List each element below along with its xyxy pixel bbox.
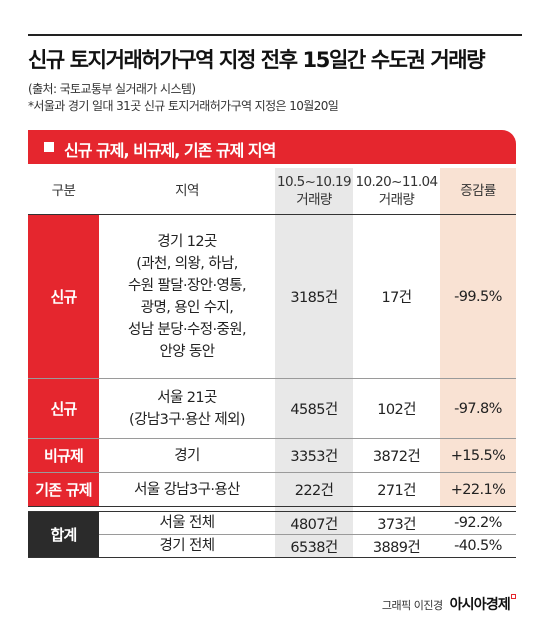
change-rate-cell: -97.8% (454, 400, 502, 417)
header-region: 지역 (175, 183, 199, 199)
publisher-logo: 아시아경제 (449, 597, 511, 613)
region-line: 서울 21곳 (157, 389, 217, 406)
row-divider (28, 472, 516, 473)
banner-title: 신규 규제, 비규제, 기존 규제 지역 (64, 141, 276, 160)
top-rule (28, 34, 522, 36)
region-line: (과천, 의왕, 하남, (136, 255, 238, 272)
region-line: 경기 12곳 (157, 233, 217, 250)
total-region-cell: 경기 전체 (159, 538, 216, 554)
total-top-rule (28, 511, 516, 512)
table-bottom-rule (28, 506, 516, 507)
total-region-cell: 서울 전체 (159, 515, 216, 531)
before-volume-cell: 4585건 (290, 402, 338, 418)
header-before-period: 10.5~10.19 (276, 174, 352, 190)
total-category-cell: 합계 (28, 512, 99, 557)
after-volume-cell: 3872건 (372, 449, 421, 465)
before-volume-cell: 222건 (294, 483, 334, 499)
region-line: 성남 분당·수정·중원, (128, 321, 247, 338)
change-rate-cell: -99.5% (454, 288, 502, 305)
graphic-byline: 그래픽 이진경 (381, 599, 443, 612)
category-cell: 기존 규제 (28, 473, 99, 506)
total-after-volume-cell: 373건 (377, 516, 416, 533)
category-cell: 신규 (28, 379, 99, 438)
category-cell: 신규 (28, 215, 99, 378)
header-after-label: 거래량 (378, 192, 415, 208)
credit: 그래픽 이진경 아시아경제 (382, 594, 516, 614)
row-divider (28, 378, 516, 379)
header-after: 10.20~11.04 거래량 (353, 168, 440, 214)
total-bottom-rule (28, 557, 516, 558)
total-before-volume-cell: 6538건 (290, 539, 338, 556)
logo-mark-icon (511, 594, 516, 599)
page-title: 신규 토지거래허가구역 지정 전후 15일간 수도권 거래량 (28, 48, 486, 72)
header-before: 10.5~10.19 거래량 (275, 168, 353, 214)
footnote: *서울과 경기 일대 31곳 신규 토지거래허가구역 지정은 10월20일 (28, 99, 339, 113)
change-rate-cell: +15.5% (450, 447, 506, 464)
before-volume-cell: 3185건 (290, 290, 338, 306)
before-column-background (275, 168, 353, 557)
header-after-period: 10.20~11.04 (355, 174, 438, 190)
header-category: 구분 (51, 183, 76, 199)
category-cell: 비규제 (28, 439, 99, 472)
header-change: 증감률 (460, 183, 496, 199)
after-volume-cell: 271건 (377, 483, 416, 499)
total-after-volume-cell: 3889건 (372, 539, 421, 556)
before-volume-cell: 3353건 (290, 449, 338, 465)
region-line: (강남3구·용산 제외) (129, 411, 246, 428)
header-divider (28, 214, 516, 215)
region-cell: 서울 강남3구·용산 (134, 481, 240, 498)
total-before-volume-cell: 4807건 (290, 516, 338, 533)
total-change-rate-cell: -92.2% (454, 515, 502, 531)
section-banner: 신규 규제, 비규제, 기존 규제 지역 (28, 130, 516, 164)
square-bullet-icon (44, 142, 54, 152)
change-column-background (440, 168, 516, 507)
change-rate-cell: +22.1% (450, 481, 506, 498)
source-line: (출처: 국토교통부 실거래가 시스템) (28, 82, 196, 96)
region-line: 광명, 용인 수지, (140, 299, 234, 316)
after-volume-cell: 102건 (377, 402, 416, 418)
total-row-divider (99, 534, 516, 535)
region-cell: 경기 12곳 (과천, 의왕, 하남, 수원 팔달·장안·영통, 광명, 용인 … (99, 215, 275, 378)
region-line: 안양 동안 (159, 343, 216, 360)
region-cell: 경기 (174, 447, 200, 464)
after-volume-cell: 17건 (381, 290, 413, 306)
total-change-rate-cell: -40.5% (454, 538, 502, 554)
region-cell: 서울 21곳 (강남3구·용산 제외) (99, 379, 275, 438)
region-line: 수원 팔달·장안·영통, (128, 277, 247, 294)
header-before-label: 거래량 (296, 192, 332, 208)
row-divider (28, 438, 516, 439)
